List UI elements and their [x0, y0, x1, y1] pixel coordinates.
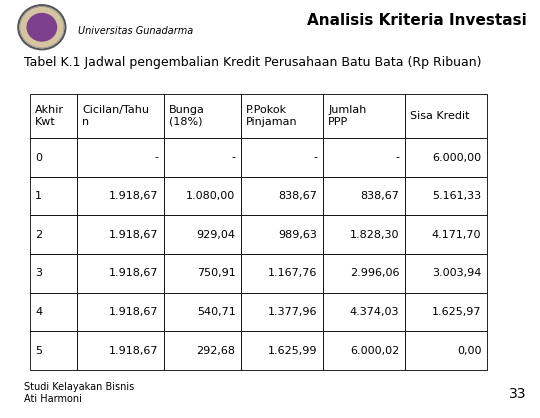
Text: Studi Kelayakan Bisnis
Ati Harmoni: Studi Kelayakan Bisnis Ati Harmoni	[24, 382, 134, 404]
Text: Analisis Kriteria Investasi: Analisis Kriteria Investasi	[307, 13, 526, 28]
Text: Cicilan/Tahu
n: Cicilan/Tahu n	[82, 105, 149, 127]
Text: -: -	[395, 153, 400, 163]
Text: 2.996,06: 2.996,06	[350, 268, 400, 278]
Text: Jumlah
PPP: Jumlah PPP	[328, 105, 367, 127]
Text: 1: 1	[35, 191, 42, 201]
Text: 1.918,67: 1.918,67	[109, 268, 158, 278]
Text: Bunga
(18%): Bunga (18%)	[169, 105, 205, 127]
Text: 1.080,00: 1.080,00	[186, 191, 235, 201]
Text: 0: 0	[35, 153, 42, 163]
Text: 838,67: 838,67	[361, 191, 400, 201]
Circle shape	[20, 7, 64, 48]
Text: 929,04: 929,04	[197, 230, 235, 240]
Text: 1.625,97: 1.625,97	[432, 307, 481, 317]
Text: 33: 33	[509, 387, 526, 400]
Text: Universitas Gunadarma: Universitas Gunadarma	[78, 26, 193, 36]
Text: 2: 2	[35, 230, 42, 240]
Text: 4.374,03: 4.374,03	[350, 307, 400, 317]
Text: 989,63: 989,63	[279, 230, 318, 240]
Text: 1.167,76: 1.167,76	[268, 268, 318, 278]
Text: Sisa Kredit: Sisa Kredit	[410, 111, 470, 121]
Text: -: -	[154, 153, 158, 163]
Text: 540,71: 540,71	[197, 307, 235, 317]
Text: 3.003,94: 3.003,94	[432, 268, 481, 278]
Circle shape	[26, 13, 57, 42]
Text: P.Pokok
Pinjaman: P.Pokok Pinjaman	[246, 105, 298, 127]
Text: 1.625,99: 1.625,99	[268, 346, 318, 356]
Text: -: -	[232, 153, 235, 163]
Text: 1.918,67: 1.918,67	[109, 230, 158, 240]
Text: 4: 4	[35, 307, 42, 317]
Text: 4.171,70: 4.171,70	[432, 230, 481, 240]
Text: 1.918,67: 1.918,67	[109, 307, 158, 317]
Text: Tabel K.1 Jadwal pengembalian Kredit Perusahaan Batu Bata (Rp Ribuan): Tabel K.1 Jadwal pengembalian Kredit Per…	[24, 56, 482, 69]
Text: 5.161,33: 5.161,33	[432, 191, 481, 201]
Text: -: -	[313, 153, 318, 163]
Text: 838,67: 838,67	[279, 191, 318, 201]
Text: 3: 3	[35, 268, 42, 278]
Text: 1.918,67: 1.918,67	[109, 191, 158, 201]
Text: 1.918,67: 1.918,67	[109, 346, 158, 356]
Text: 6.000,02: 6.000,02	[350, 346, 400, 356]
Text: 5: 5	[35, 346, 42, 356]
Text: 292,68: 292,68	[197, 346, 235, 356]
Text: Akhir
Kwt: Akhir Kwt	[35, 105, 64, 127]
Text: 0,00: 0,00	[457, 346, 481, 356]
Text: 1.828,30: 1.828,30	[350, 230, 400, 240]
Text: 750,91: 750,91	[197, 268, 235, 278]
Text: 1.377,96: 1.377,96	[268, 307, 318, 317]
Text: 6.000,00: 6.000,00	[432, 153, 481, 163]
